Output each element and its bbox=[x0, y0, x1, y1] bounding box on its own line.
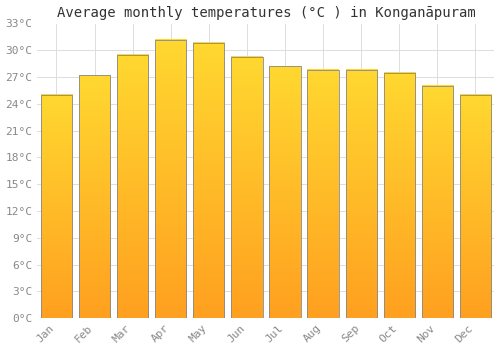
Bar bbox=[193, 43, 224, 318]
Bar bbox=[117, 55, 148, 318]
Bar bbox=[79, 75, 110, 318]
Bar bbox=[346, 70, 377, 318]
Bar bbox=[232, 57, 262, 318]
Bar bbox=[155, 40, 186, 318]
Bar bbox=[384, 72, 415, 318]
Bar bbox=[460, 95, 491, 318]
Bar bbox=[270, 66, 300, 318]
Bar bbox=[422, 86, 453, 318]
Bar bbox=[41, 95, 72, 318]
Bar bbox=[308, 70, 338, 318]
Title: Average monthly temperatures (°C ) in Konganāpuram: Average monthly temperatures (°C ) in Ko… bbox=[56, 6, 476, 20]
